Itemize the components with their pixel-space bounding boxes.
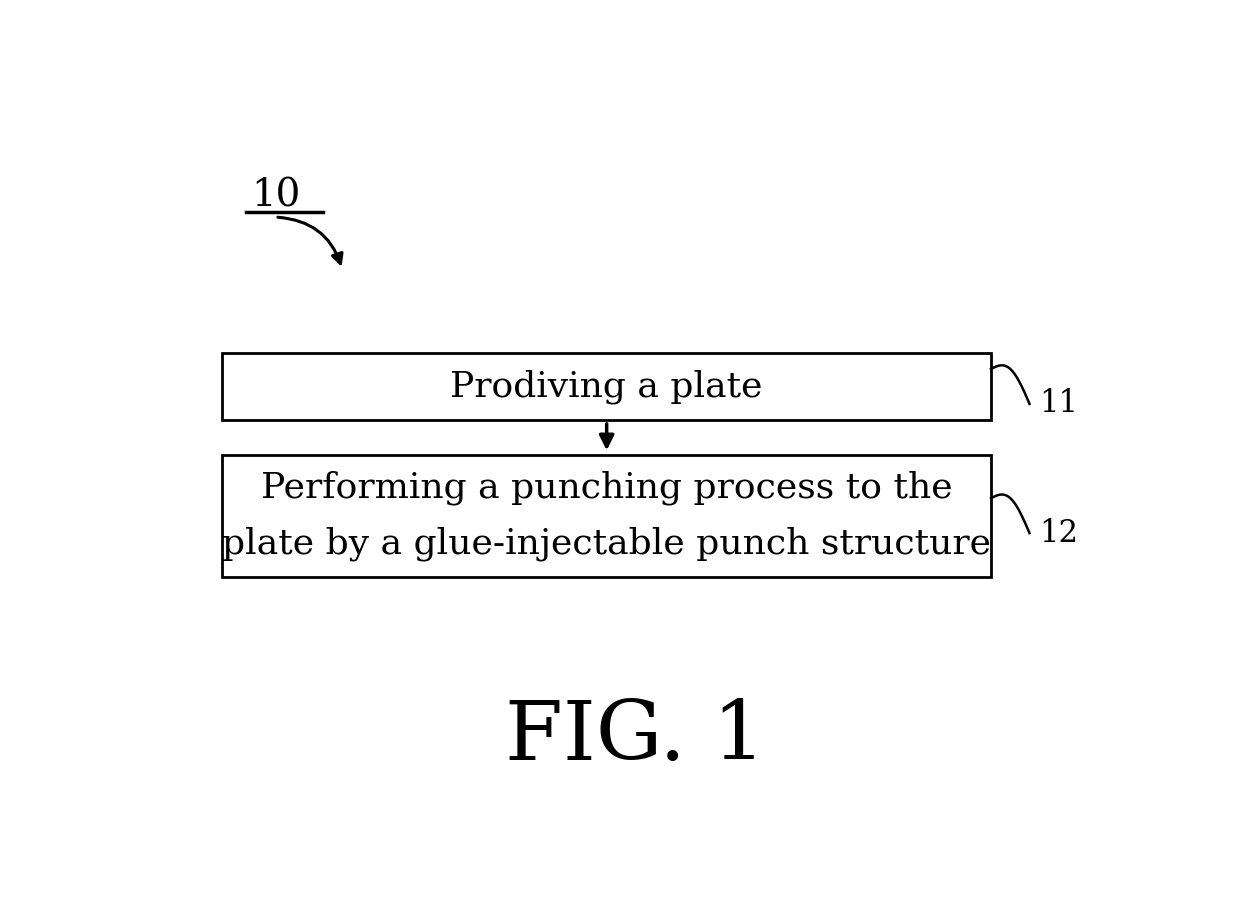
Text: 11: 11 xyxy=(1039,388,1078,419)
Text: FIG. 1: FIG. 1 xyxy=(505,697,766,777)
Text: Prodiving a plate: Prodiving a plate xyxy=(450,369,763,404)
Text: Performing a punching process to the
plate by a glue-injectable punch structure: Performing a punching process to the pla… xyxy=(222,471,991,561)
Text: 10: 10 xyxy=(250,178,300,215)
Bar xyxy=(222,353,991,420)
Bar xyxy=(222,454,991,577)
Text: 12: 12 xyxy=(1039,518,1078,549)
